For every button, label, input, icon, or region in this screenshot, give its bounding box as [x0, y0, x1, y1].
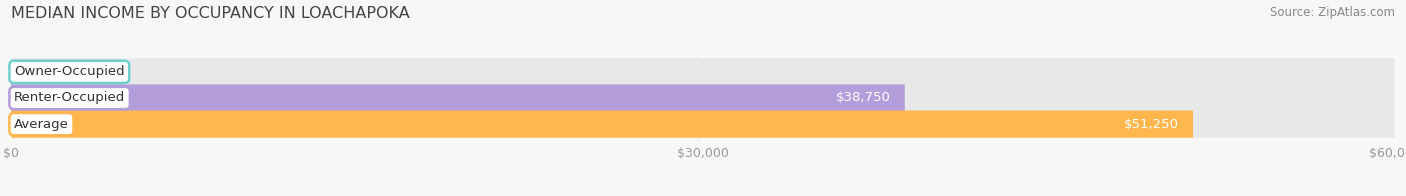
Text: Owner-Occupied: Owner-Occupied [14, 65, 125, 78]
Text: Source: ZipAtlas.com: Source: ZipAtlas.com [1270, 6, 1395, 19]
Text: $0: $0 [46, 65, 63, 78]
FancyBboxPatch shape [11, 111, 1395, 138]
Text: $51,250: $51,250 [1125, 118, 1180, 131]
FancyBboxPatch shape [11, 58, 1395, 85]
FancyBboxPatch shape [11, 111, 1192, 138]
Text: Average: Average [14, 118, 69, 131]
FancyBboxPatch shape [11, 84, 1395, 112]
Text: Renter-Occupied: Renter-Occupied [14, 92, 125, 104]
FancyBboxPatch shape [11, 84, 905, 112]
Text: MEDIAN INCOME BY OCCUPANCY IN LOACHAPOKA: MEDIAN INCOME BY OCCUPANCY IN LOACHAPOKA [11, 6, 411, 21]
Text: $38,750: $38,750 [837, 92, 891, 104]
